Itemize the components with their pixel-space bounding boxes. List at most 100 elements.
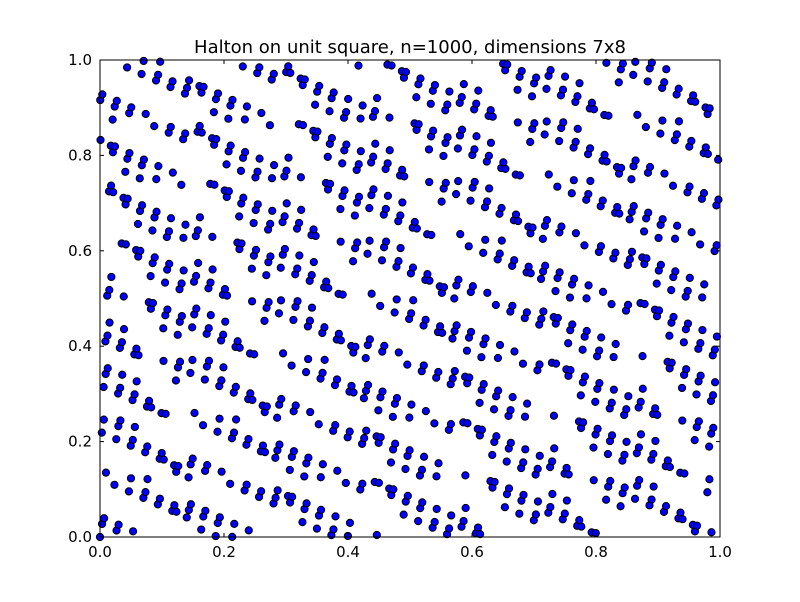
data-point [265, 121, 275, 130]
y-tick-label: 0.2 [68, 433, 92, 451]
data-point [244, 526, 253, 535]
data-point [211, 531, 220, 541]
data-point [474, 86, 483, 95]
data-point [714, 195, 723, 204]
data-point [564, 339, 573, 348]
data-point [414, 517, 423, 526]
data-point [503, 60, 512, 69]
data-point [238, 62, 247, 71]
data-point [186, 368, 195, 378]
data-point [703, 149, 712, 159]
data-point [369, 152, 378, 161]
data-point [206, 278, 215, 287]
data-point [576, 391, 585, 400]
data-point [584, 189, 593, 199]
data-point [589, 105, 599, 114]
data-point [244, 434, 253, 444]
data-point [376, 433, 385, 442]
data-point [705, 104, 714, 113]
data-point [365, 335, 374, 344]
data-point [367, 289, 376, 298]
data-point [432, 504, 441, 514]
data-point [494, 386, 503, 395]
data-point [392, 295, 401, 304]
data-point [551, 286, 560, 296]
data-point [696, 339, 705, 348]
data-point [426, 99, 435, 108]
data-point [438, 328, 447, 337]
data-point [519, 458, 528, 467]
data-point [304, 354, 313, 364]
data-point [546, 502, 555, 512]
data-point [182, 513, 191, 522]
data-point [696, 240, 705, 249]
data-point [634, 443, 644, 452]
data-point [669, 312, 678, 322]
data-point [280, 212, 289, 221]
data-point [573, 124, 582, 133]
data-point [647, 495, 656, 504]
data-point [641, 122, 650, 132]
data-point [287, 361, 296, 370]
data-point [560, 72, 570, 81]
data-point [709, 423, 718, 432]
data-point [500, 503, 509, 512]
data-point [533, 464, 542, 473]
data-point [235, 212, 244, 221]
data-point [470, 145, 479, 154]
data-point [123, 63, 132, 72]
data-point [454, 177, 463, 186]
data-point [510, 347, 519, 356]
data-point [468, 282, 477, 291]
data-point [678, 416, 687, 425]
data-point [620, 450, 629, 459]
data-point [544, 170, 553, 179]
data-point [645, 162, 655, 172]
data-point [560, 509, 569, 518]
x-tick-label: 0.0 [88, 543, 112, 561]
data-point [116, 416, 125, 425]
data-point [378, 387, 387, 396]
data-point [385, 113, 394, 122]
data-point [365, 236, 374, 245]
data-point [508, 301, 517, 310]
data-point [617, 163, 626, 173]
data-point [609, 352, 618, 362]
data-point [148, 226, 157, 235]
y-tick-label: 0.0 [68, 528, 92, 546]
data-point [336, 336, 346, 345]
data-point [128, 527, 138, 536]
data-point [249, 218, 258, 228]
data-point [536, 274, 546, 284]
data-point [107, 272, 116, 282]
data-point [199, 82, 208, 92]
data-point [627, 175, 636, 184]
data-point [430, 517, 439, 527]
data-point [602, 157, 611, 166]
data-point [419, 452, 429, 461]
data-point [159, 324, 168, 333]
data-point [271, 493, 280, 502]
data-point [457, 93, 466, 102]
data-point [504, 484, 514, 493]
data-point [417, 465, 427, 474]
data-point [141, 109, 150, 119]
data-point [383, 159, 392, 168]
data-point [110, 480, 119, 489]
chart-title: Halton on unit square, n=1000, dimension… [194, 37, 626, 58]
data-point [146, 272, 155, 281]
data-point [192, 304, 201, 313]
data-point [103, 364, 112, 373]
data-point [147, 403, 156, 412]
data-point [323, 152, 332, 161]
data-point [665, 331, 674, 340]
data-point [96, 135, 105, 145]
data-point [307, 303, 317, 312]
data-point [456, 230, 465, 239]
data-point [667, 358, 676, 367]
data-point [327, 134, 336, 143]
x-tick-label: 0.2 [212, 543, 236, 561]
data-point [439, 283, 449, 292]
data-point [307, 270, 316, 280]
data-point [266, 219, 275, 228]
